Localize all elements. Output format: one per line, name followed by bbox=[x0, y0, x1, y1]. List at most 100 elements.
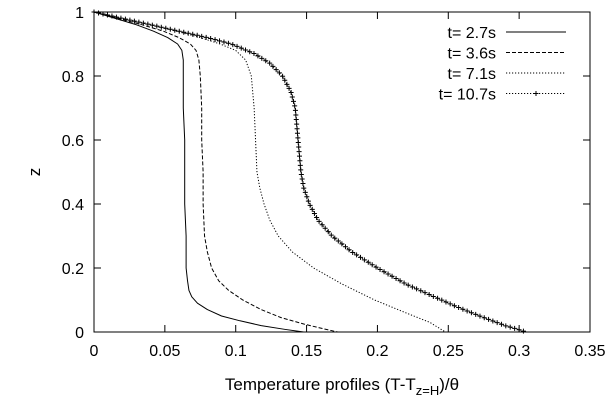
plus-marker bbox=[319, 222, 325, 228]
plus-marker bbox=[373, 264, 379, 270]
plus-marker bbox=[439, 297, 445, 303]
plus-marker bbox=[443, 299, 449, 305]
plus-marker bbox=[131, 18, 137, 24]
plus-marker bbox=[190, 31, 196, 37]
x-axis-label-subscript: z=H bbox=[416, 383, 439, 398]
plus-marker bbox=[477, 313, 483, 319]
plus-marker bbox=[397, 278, 403, 284]
plus-marker bbox=[294, 126, 300, 132]
plus-marker bbox=[314, 215, 320, 221]
plus-marker bbox=[473, 311, 479, 317]
plus-marker bbox=[503, 323, 509, 329]
plus-marker bbox=[305, 198, 311, 204]
plus-marker bbox=[369, 262, 375, 268]
plus-marker bbox=[298, 171, 304, 177]
plus-marker bbox=[234, 43, 240, 49]
plus-marker bbox=[181, 29, 187, 35]
plus-marker bbox=[381, 269, 387, 275]
legend-label: t= 10.7s bbox=[439, 87, 496, 104]
legend-plus-marker bbox=[533, 91, 539, 96]
y-tick-label: 0 bbox=[75, 325, 84, 342]
y-tick-label: 0.2 bbox=[62, 261, 84, 278]
x-axis-label-tail: )/θ bbox=[439, 375, 459, 394]
plus-marker bbox=[95, 10, 101, 16]
x-tick-label: 0.3 bbox=[508, 343, 530, 360]
plus-marker bbox=[208, 35, 214, 41]
plus-marker bbox=[230, 42, 236, 48]
plus-marker bbox=[243, 47, 249, 53]
plus-marker bbox=[350, 249, 356, 255]
plus-marker bbox=[481, 315, 487, 321]
x-tick-label: 0.15 bbox=[291, 343, 322, 360]
plus-marker bbox=[109, 13, 115, 19]
plus-marker bbox=[251, 51, 257, 57]
plus-marker bbox=[273, 67, 279, 73]
plus-marker bbox=[498, 321, 504, 327]
plus-marker bbox=[322, 225, 328, 231]
plus-marker bbox=[335, 238, 341, 244]
plus-marker bbox=[145, 21, 151, 27]
y-tick-label: 1 bbox=[75, 5, 84, 22]
plus-marker bbox=[297, 162, 303, 168]
plus-marker bbox=[339, 241, 345, 247]
y-axis-label: z bbox=[25, 168, 44, 177]
axis-ticks: 0 0.05 0.1 0.15 0.2 0.25 0.3 0.35 0 0.2 0.4 0.6 0.8 1 bbox=[62, 5, 606, 360]
plus-marker bbox=[297, 153, 303, 159]
x-tick-label: 0.05 bbox=[149, 343, 180, 360]
legend-label: t= 7.1s bbox=[448, 66, 496, 83]
y-tick-label: 0.4 bbox=[62, 197, 84, 214]
plus-marker bbox=[304, 194, 310, 200]
plus-marker bbox=[300, 181, 306, 187]
series-line bbox=[93, 11, 304, 333]
plus-marker bbox=[247, 49, 253, 55]
plus-marker bbox=[456, 305, 462, 311]
series-lines bbox=[91, 9, 527, 334]
plus-marker bbox=[104, 12, 110, 18]
plus-marker bbox=[167, 26, 173, 32]
x-axis-label: Temperature profiles (T-Tz=H)/θ bbox=[225, 375, 459, 398]
plus-marker bbox=[276, 70, 282, 76]
plus-marker bbox=[238, 45, 244, 51]
x-tick-label: 0.1 bbox=[225, 343, 247, 360]
y-tick-label: 0.8 bbox=[62, 69, 84, 86]
plus-marker bbox=[298, 167, 304, 173]
plus-marker bbox=[311, 210, 317, 216]
plus-marker bbox=[418, 288, 424, 294]
plus-marker bbox=[267, 60, 273, 66]
plot-frame bbox=[93, 11, 591, 333]
plus-marker bbox=[136, 19, 142, 25]
plus-marker bbox=[490, 318, 496, 324]
plus-marker bbox=[221, 39, 227, 45]
plus-marker bbox=[332, 235, 338, 241]
plus-marker bbox=[409, 284, 415, 290]
plus-marker bbox=[194, 32, 200, 38]
plus-marker bbox=[122, 16, 128, 22]
legend-entry: t= 7.1s bbox=[448, 66, 566, 83]
legend: t= 2.7s t= 3.6s t= 7.1s t= 10.7s bbox=[439, 25, 566, 104]
plus-marker bbox=[422, 290, 428, 296]
plus-marker bbox=[284, 81, 290, 87]
plus-marker bbox=[290, 98, 296, 104]
series-3 bbox=[93, 11, 446, 333]
plus-marker bbox=[460, 306, 466, 312]
plus-marker bbox=[426, 292, 432, 298]
plus-marker bbox=[292, 107, 298, 113]
plus-marker bbox=[346, 247, 352, 253]
plus-marker bbox=[516, 327, 522, 333]
plus-marker bbox=[512, 325, 518, 331]
plus-marker bbox=[385, 271, 391, 277]
x-axis-label-main: Temperature profiles (T-T bbox=[225, 375, 416, 394]
plus-marker bbox=[342, 244, 348, 250]
plus-marker bbox=[494, 320, 500, 326]
plus-marker bbox=[307, 202, 313, 208]
plus-marker bbox=[296, 144, 302, 150]
plus-marker bbox=[113, 14, 119, 20]
plus-marker bbox=[225, 40, 231, 46]
plus-marker bbox=[286, 85, 292, 91]
plus-marker bbox=[158, 24, 164, 30]
plus-marker bbox=[289, 94, 295, 100]
legend-entry: t= 2.7s bbox=[448, 25, 566, 42]
plus-marker bbox=[377, 266, 383, 272]
plus-marker bbox=[435, 295, 441, 301]
